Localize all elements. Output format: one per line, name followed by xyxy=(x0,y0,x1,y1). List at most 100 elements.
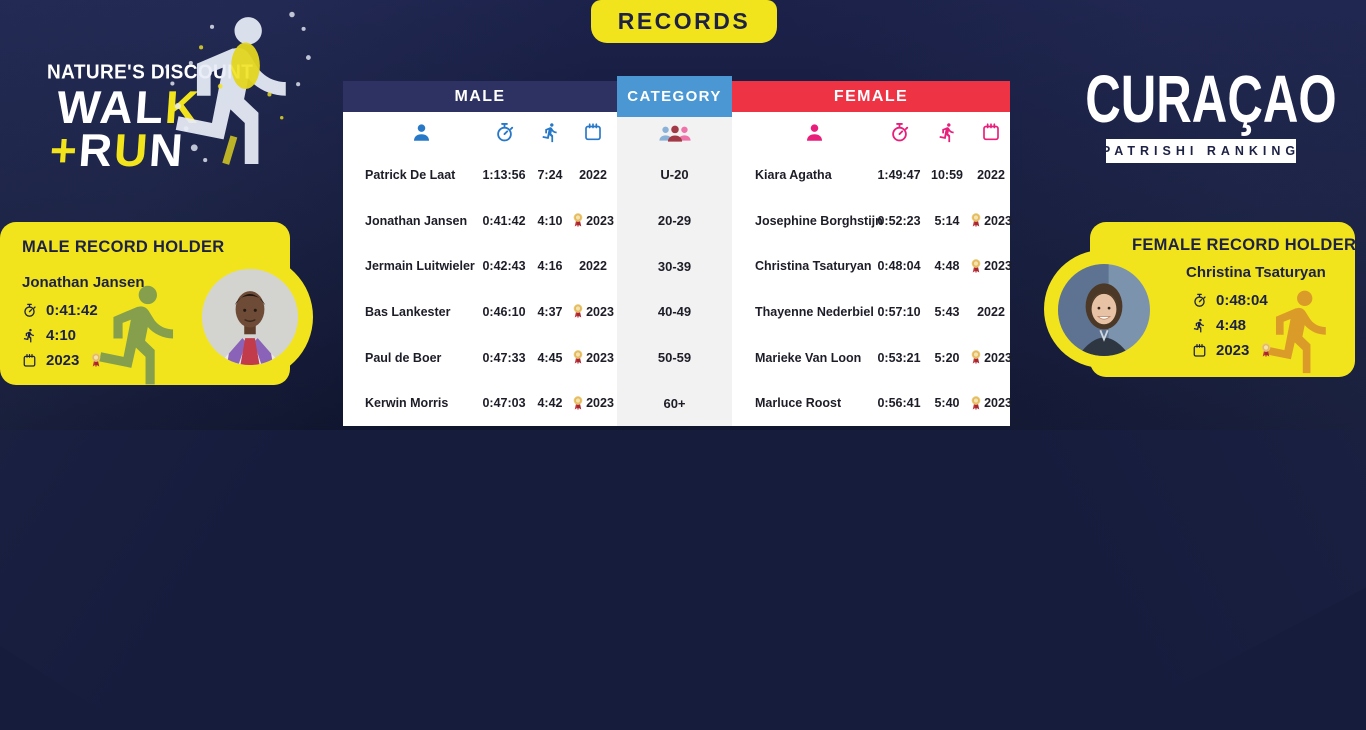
record-year: 2023 xyxy=(984,396,1012,411)
pace: 4:45 xyxy=(537,350,563,365)
male-column-header: MALE xyxy=(343,81,617,112)
runner-icon xyxy=(937,122,958,143)
athlete-name: Jermain Luitwieler xyxy=(365,259,475,274)
male-column-body: Patrick De Laat 1:13:56 7:24 2022 Jonath… xyxy=(343,112,617,426)
pace: 5:14 xyxy=(934,213,960,228)
table-row: Kerwin Morris 0:47:03 4:42 2023 xyxy=(343,380,617,426)
record-year: 2022 xyxy=(977,167,1005,182)
category-value: 60+ xyxy=(663,395,686,411)
female-record-pace: 4:48 xyxy=(1216,317,1247,334)
pace: 4:42 xyxy=(537,396,563,411)
category-icon-header-row xyxy=(617,117,732,152)
calendar-icon xyxy=(1192,343,1207,358)
particle-runner-graphic xyxy=(165,11,311,165)
medal-rosette-icon xyxy=(572,303,584,320)
male-column: MALE Patrick De Laat 1:13:56 7:24 2022 J… xyxy=(343,81,617,426)
stopwatch-icon xyxy=(1192,293,1207,308)
male-record-pace: 4:10 xyxy=(46,327,77,344)
medal-rosette-icon xyxy=(1260,342,1272,359)
athlete-name: Bas Lankester xyxy=(365,304,451,319)
record-year: 2023 xyxy=(984,259,1012,274)
male-icon-header-row xyxy=(343,112,617,152)
table-row: Kiara Agatha 1:49:47 10:59 2022 xyxy=(732,152,1010,198)
finish-time: 1:13:56 xyxy=(482,167,526,182)
athlete-name: Josephine Borghstijn xyxy=(755,213,883,228)
medal-rosette-icon xyxy=(970,349,982,366)
record-year: 2023 xyxy=(586,350,614,365)
pace: 5:43 xyxy=(934,304,960,319)
finish-time: 0:46:10 xyxy=(482,304,526,319)
pace: 7:24 xyxy=(537,167,563,182)
plus-yellow: + xyxy=(48,124,81,176)
medal-rosette-icon xyxy=(572,212,584,229)
finish-time: 0:47:33 xyxy=(482,350,526,365)
pace: 4:37 xyxy=(537,304,563,319)
category-value: 30-39 xyxy=(657,258,692,274)
category-column-body: U-20 20-29 30-39 40-49 50-59 60+ xyxy=(617,117,732,426)
athlete-name: Kerwin Morris xyxy=(365,396,449,411)
athlete-name: Patrick De Laat xyxy=(365,167,456,182)
finish-time: 0:52:23 xyxy=(877,213,921,228)
female-record-photo xyxy=(1058,264,1150,356)
table-row: Jermain Luitwieler 0:42:43 4:16 2022 xyxy=(343,243,617,289)
athlete-name: Jonathan Jansen xyxy=(365,213,468,228)
stopwatch-icon xyxy=(22,303,37,318)
run-r: R xyxy=(77,124,116,176)
athlete-name: Marieke Van Loon xyxy=(755,350,862,365)
finish-time: 0:47:03 xyxy=(482,396,526,411)
runner-icon xyxy=(540,122,561,143)
runner-icon xyxy=(1192,318,1207,333)
pace: 10:59 xyxy=(931,167,963,182)
male-record-stats: 0:41:42 4:10 2023 xyxy=(22,298,102,373)
medal-rosette-icon xyxy=(970,212,982,229)
female-record-stats: 0:48:04 4:48 2023 xyxy=(1192,288,1272,363)
stopwatch-icon xyxy=(494,122,515,143)
runner-silhouette-green xyxy=(86,276,196,392)
category-value: 20-29 xyxy=(657,213,692,228)
medal-rosette-icon xyxy=(572,349,584,366)
calendar-icon xyxy=(981,122,1001,142)
run-u: U xyxy=(112,124,152,176)
athlete-name: Paul de Boer xyxy=(365,350,442,365)
medal-rosette-icon xyxy=(572,395,584,412)
record-year: 2023 xyxy=(586,304,614,319)
male-record-year: 2023 xyxy=(46,352,80,369)
calendar-icon xyxy=(583,122,603,142)
table-row: Josephine Borghstijn 0:52:23 5:14 2023 xyxy=(732,198,1012,244)
runner-icon xyxy=(22,328,37,343)
record-year: 2022 xyxy=(977,304,1005,319)
female-record-card: FEMALE RECORD HOLDER Christina Tsaturyan… xyxy=(1044,222,1356,377)
table-row: Marieke Van Loon 0:53:21 5:20 2023 xyxy=(732,335,1012,381)
male-record-card: MALE RECORD HOLDER Jonathan Jansen 0:41:… xyxy=(0,222,313,385)
category-column-header: CATEGORY xyxy=(617,76,732,117)
male-header-label: MALE xyxy=(454,87,506,105)
record-year: 2023 xyxy=(586,213,614,228)
person-icon xyxy=(804,122,825,143)
record-year: 2023 xyxy=(586,396,614,411)
female-column-header: FEMALE xyxy=(732,81,1010,112)
category-column: CATEGORY U-20 20-29 30-39 40-49 50-59 60… xyxy=(617,76,732,426)
athlete-name: Thayenne Nederbiel xyxy=(755,304,874,319)
medal-rosette-icon xyxy=(90,352,102,369)
pace: 5:40 xyxy=(934,396,960,411)
female-column: FEMALE Kiara Agatha 1:49:47 10:59 2022 J… xyxy=(732,81,1012,426)
category-header-label: CATEGORY xyxy=(627,88,722,105)
finish-time: 1:49:47 xyxy=(877,167,921,182)
records-badge: RECORDS xyxy=(591,0,777,43)
curacao-subtitle-bar: PATRISHI RANKING xyxy=(1102,139,1296,163)
record-year: 2022 xyxy=(579,259,607,274)
records-table: MALE Patrick De Laat 1:13:56 7:24 2022 J… xyxy=(343,76,1012,426)
pace: 5:20 xyxy=(934,350,960,365)
table-row: Christina Tsaturyan 0:48:04 4:48 2023 xyxy=(732,243,1012,289)
female-header-label: FEMALE xyxy=(833,87,909,105)
athlete-name: Christina Tsaturyan xyxy=(755,259,872,274)
finish-time: 0:42:43 xyxy=(482,259,526,274)
finish-time: 0:57:10 xyxy=(877,304,921,319)
record-year: 2023 xyxy=(984,213,1012,228)
pace: 4:10 xyxy=(537,213,563,228)
finish-time: 0:56:41 xyxy=(877,396,921,411)
male-record-name: Jonathan Jansen xyxy=(22,274,145,291)
male-record-photo xyxy=(202,269,298,365)
female-record-year: 2023 xyxy=(1216,342,1250,359)
record-year: 2023 xyxy=(984,350,1012,365)
